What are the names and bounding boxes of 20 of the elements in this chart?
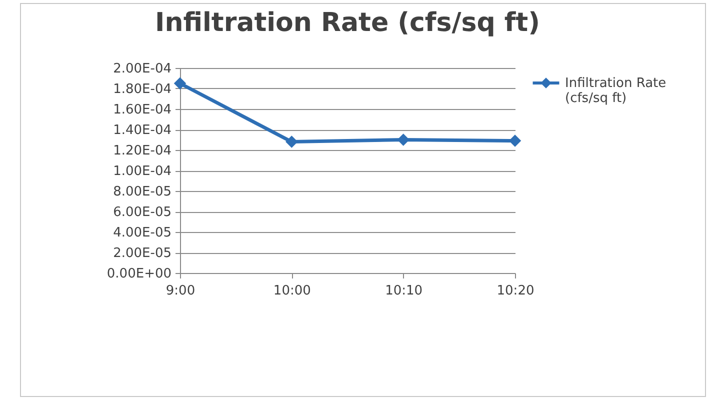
x-tick-label: 10:20 [496,284,534,298]
legend-label: Infiltration Rate (cfs/sq ft) [565,76,666,106]
y-tick-label: 1.40E-04 [113,123,172,138]
point [174,77,186,90]
y-tick-label: 2.00E-05 [113,246,172,261]
point [397,134,410,146]
y-tick-label: 1.80E-04 [113,82,172,97]
y-tick-label: 2.00E-04 [113,62,172,76]
y-tick-label: 1.00E-04 [113,164,172,179]
y-tick-label: 4.00E-05 [113,226,172,240]
y-tick-label: 6.00E-05 [113,205,172,220]
y-tick-label: 1.60E-04 [113,102,172,118]
chart-title: Infiltration Rate (cfs/sq ft) [155,8,540,38]
y-tick-label: 8.00E-05 [113,184,172,200]
x-tick-label: 10:10 [385,284,423,298]
point [286,136,298,148]
x-tick-label: 9:00 [166,284,196,298]
y-tick-label: 1.20E-04 [113,144,172,158]
x-tick-label: 10:00 [273,284,311,298]
y-tick-label: 0.00E+00 [106,266,172,282]
